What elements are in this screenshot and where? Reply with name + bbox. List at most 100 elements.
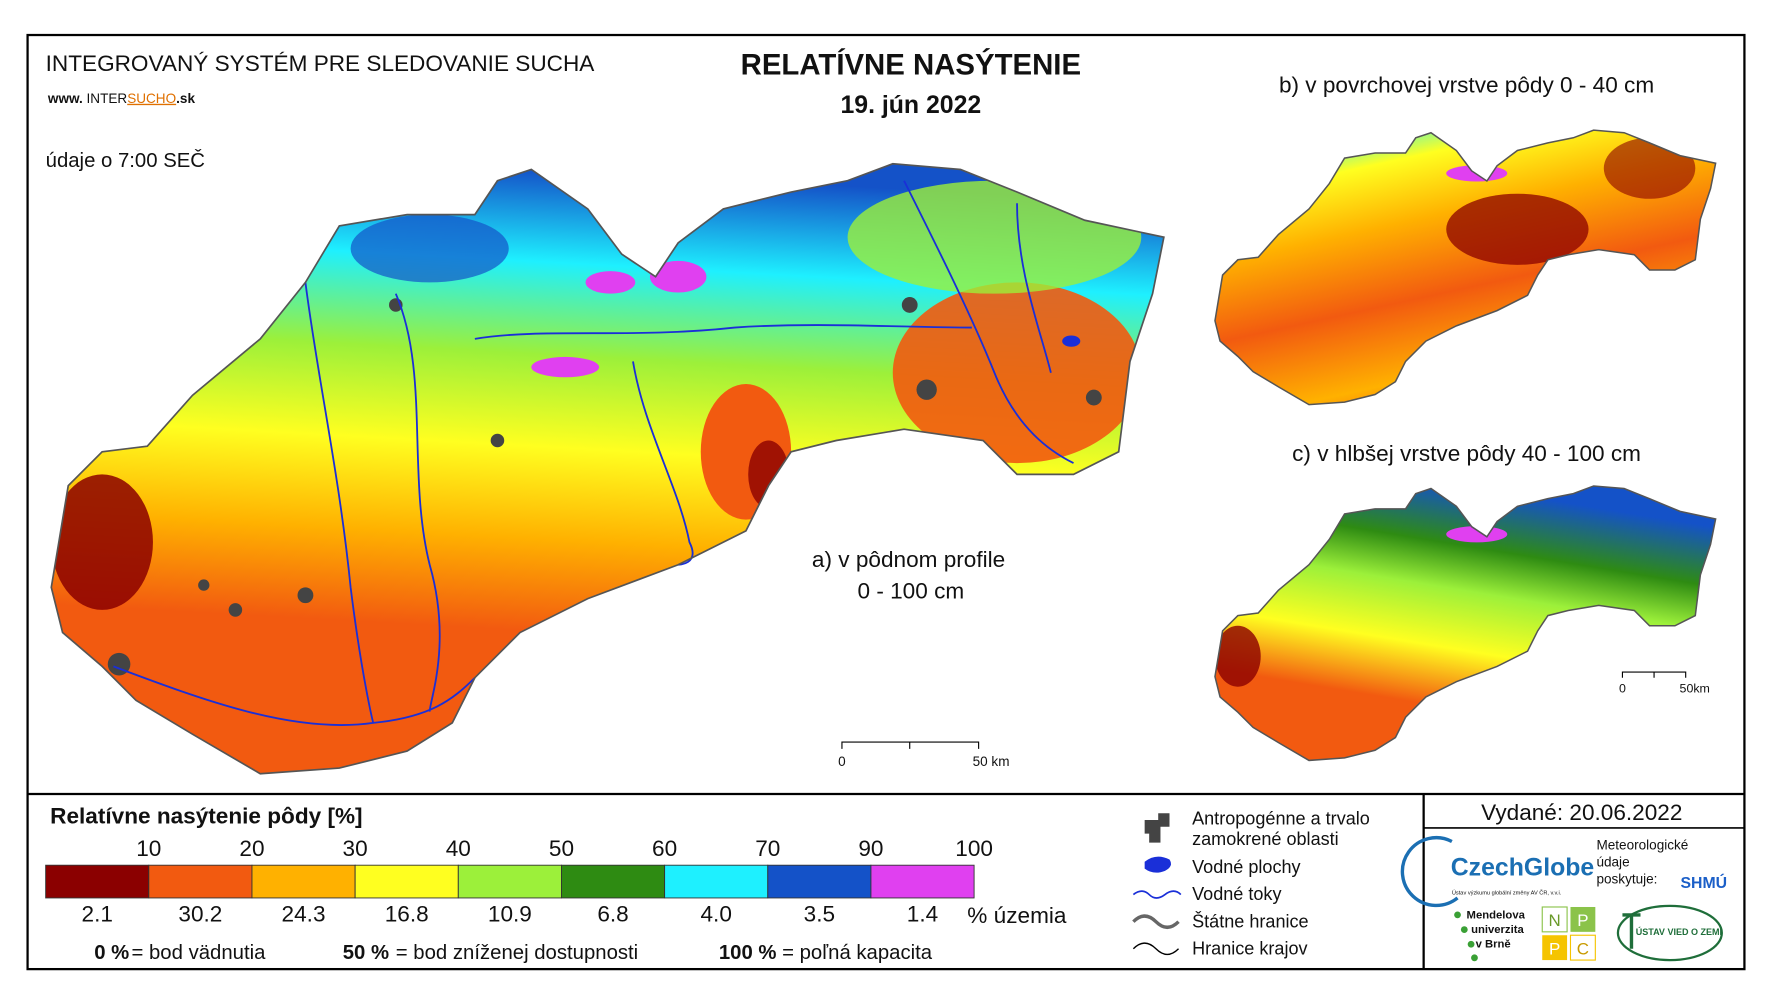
meteo-text: Meteorologické (1596, 837, 1688, 852)
nppc-cell (1570, 906, 1596, 932)
data-time: údaje o 7:00 SEČ (46, 149, 205, 172)
map-b (1214, 129, 1717, 406)
legend-threshold: 90 (858, 836, 883, 861)
legend-swatch (354, 864, 459, 899)
water-body (1062, 335, 1081, 347)
legend-threshold: 20 (239, 836, 264, 861)
logos: CzechGlobe Ústav výzkumu globální změny … (1400, 836, 1728, 962)
map-label: b) v povrchovej vrstve pôdy 0 - 40 cm (1279, 73, 1654, 98)
note-value: 0 % (94, 942, 129, 964)
legend-share: 24.3 (282, 902, 326, 927)
meteo-text: údaje (1596, 854, 1629, 869)
symbol-region (1132, 942, 1180, 956)
system-name: INTEGROVANÝ SYSTÉM PRE SLEDOVANIE SUCHA (46, 51, 596, 76)
website: www. INTERSUCHO.sk (47, 91, 196, 106)
symbol-label: Vodné toky (1192, 884, 1281, 904)
date: 19. jún 2022 (840, 92, 981, 119)
nppc-cell (1541, 906, 1568, 933)
legend-share: 2.1 (82, 902, 113, 927)
legend-share: 30.2 (178, 902, 222, 927)
legend-swatch (664, 864, 769, 899)
legend-share: 10.9 (488, 902, 532, 927)
symbol-label: Štátne hranice (1192, 910, 1308, 931)
rivers (113, 180, 1074, 726)
map-label: 0 - 100 cm (858, 579, 965, 604)
czechglobe-arc (1400, 836, 1459, 908)
legend-share: 1.4 (907, 902, 938, 927)
note-value: 50 % (343, 942, 389, 964)
legend-title: Relatívne nasýtenie pôdy [%] (50, 803, 362, 828)
symbol-label: Vodné plochy (1192, 857, 1300, 877)
mendel-dots (1454, 911, 1478, 962)
mendel-text: univerzita (1471, 924, 1524, 936)
mendel-text: Mendelova (1467, 909, 1526, 921)
note-text: = bod vädnutia (131, 942, 266, 964)
website-part: SUCHO (127, 91, 176, 106)
anthropogenic-areas (107, 297, 1102, 676)
legend-threshold: 60 (652, 836, 677, 861)
symbol-river (1132, 890, 1182, 899)
symbol-label: Hranice krajov (1192, 938, 1307, 958)
legend-swatch (251, 864, 356, 899)
czechglobe-sub: Ústav výzkumu globální změny AV ČR, v.v.… (1452, 890, 1562, 897)
map-c (1214, 485, 1717, 762)
legend-swatch (148, 864, 253, 899)
nppc-letter: P (1549, 939, 1560, 958)
legend-threshold: 30 (343, 836, 368, 861)
website-part: .sk (176, 91, 195, 106)
nppc-letter: N (1549, 911, 1561, 930)
note-text: = poľná kapacita (782, 942, 933, 964)
symbol-label: Antropogénne a trvalo (1192, 809, 1370, 829)
legend-swatch (457, 864, 562, 899)
legend-share: 4.0 (701, 902, 732, 927)
website-part: INTER (87, 91, 128, 106)
scale-label: 0 (838, 754, 846, 769)
legend-threshold: 100 (955, 836, 993, 861)
map-label: c) v hlbšej vrstve pôdy 40 - 100 cm (1292, 441, 1641, 466)
note-text: = bod zníženej dostupnosti (396, 942, 638, 964)
scale-bar (841, 741, 980, 749)
symbol-anthropogenic (1144, 813, 1170, 843)
legend-threshold: 70 (755, 836, 780, 861)
legend-share: 16.8 (385, 902, 429, 927)
legend-threshold: 10 (136, 836, 161, 861)
map-a (50, 162, 1165, 775)
title: RELATÍVNE NASÝTENIE (741, 48, 1081, 82)
uvz-ring (1616, 904, 1723, 962)
legend-swatch (870, 864, 975, 899)
symbol-legend: Antropogénne a trvalo zamokrené oblasti … (1132, 809, 1370, 958)
symbol-water (1144, 856, 1172, 873)
meteo-text: poskytuje: (1596, 871, 1657, 886)
uvz-logo: ÚSTAV VIED O ZEMI (1636, 926, 1722, 937)
symbol-border (1132, 914, 1180, 930)
symbol-label: zamokrené oblasti (1192, 829, 1339, 849)
legend-notes: 0 % = bod vädnutia 50 % = bod zníženej d… (94, 942, 933, 964)
czechglobe-logo: CzechGlobe (1451, 854, 1594, 881)
nppc-letter: C (1577, 939, 1589, 958)
issued: Vydané: 20.06.2022 (1481, 800, 1682, 825)
legend-swatch (45, 864, 150, 899)
map-label: a) v pôdnom profile (812, 547, 1005, 572)
scale-bar (1621, 671, 1687, 678)
legend-threshold: 50 (549, 836, 574, 861)
nppc-letter: P (1577, 911, 1588, 930)
scale-label: 0 (1619, 681, 1626, 695)
note-value: 100 % (719, 942, 777, 964)
legend-share: 6.8 (597, 902, 628, 927)
scale-label: 50 km (973, 754, 1010, 769)
legend: 2.1 30.2 24.3 16.8 10.9 6.8 4.0 3.5 1.4 10 20 30 40 5… (45, 836, 993, 927)
scale-label: 50km (1680, 681, 1710, 695)
legend-share: 3.5 (804, 902, 835, 927)
legend-threshold: 40 (446, 836, 471, 861)
legend-swatch (767, 864, 872, 899)
website-part: www. (47, 91, 87, 106)
mendel-text: v Brně (1476, 939, 1511, 951)
legend-unit: % územia (967, 903, 1067, 928)
legend-swatch (561, 864, 666, 899)
nppc-cell (1542, 935, 1568, 961)
shmu-logo: SHMÚ (1681, 873, 1728, 892)
frame (26, 33, 1746, 971)
